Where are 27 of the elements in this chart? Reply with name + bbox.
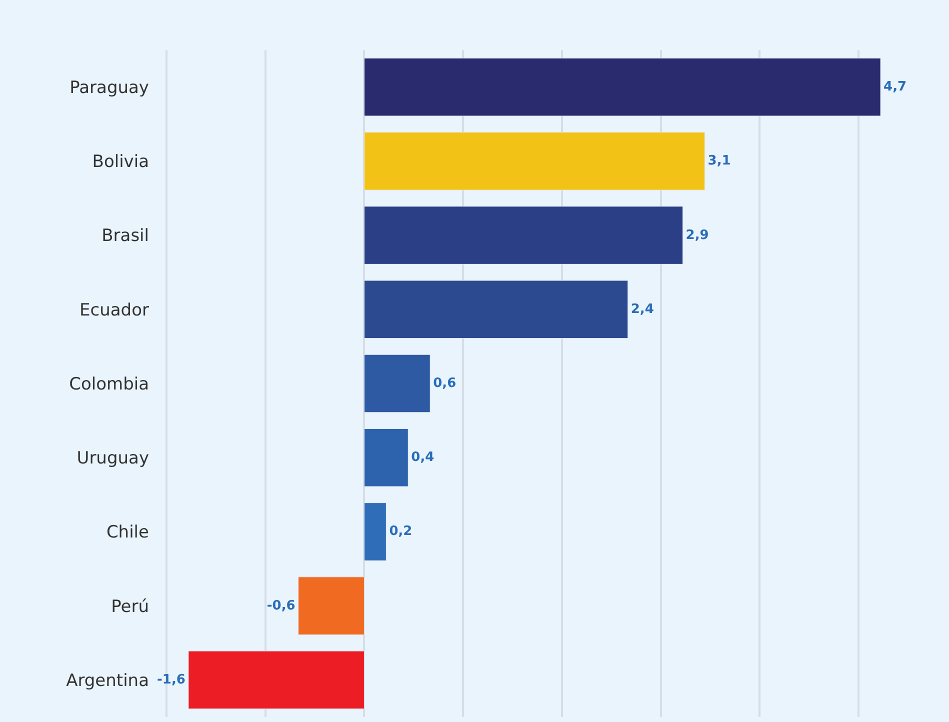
- y-tick-label: Argentina: [66, 670, 149, 691]
- y-tick-label: Chile: [106, 522, 149, 543]
- bar: [364, 58, 881, 116]
- data-label: 2,4: [630, 302, 654, 317]
- y-tick-label: Uruguay: [76, 448, 149, 469]
- data-label: 2,9: [686, 228, 709, 243]
- data-label: 0,6: [433, 376, 456, 391]
- bar: [364, 206, 684, 264]
- bar: [364, 354, 430, 413]
- data-label: -0,6: [266, 598, 296, 614]
- y-tick-label: Ecuador: [80, 300, 150, 320]
- bar: [188, 650, 364, 710]
- bar: [364, 428, 408, 487]
- y-tick-label: Colombia: [69, 374, 149, 394]
- data-label: 0,4: [411, 450, 434, 466]
- bar: [364, 132, 706, 190]
- data-label: -1,6: [157, 672, 186, 688]
- data-label: 3,1: [708, 154, 731, 169]
- data-label: 0,2: [389, 524, 412, 540]
- y-tick-label: Paraguay: [70, 78, 149, 98]
- bar: [364, 502, 386, 561]
- y-tick-label: Perú: [111, 596, 149, 617]
- bar: [364, 280, 628, 339]
- y-tick-label: Brasil: [102, 226, 149, 246]
- data-label: 4,7: [884, 80, 907, 95]
- y-tick-label: Bolivia: [92, 152, 149, 172]
- bar: [298, 576, 364, 635]
